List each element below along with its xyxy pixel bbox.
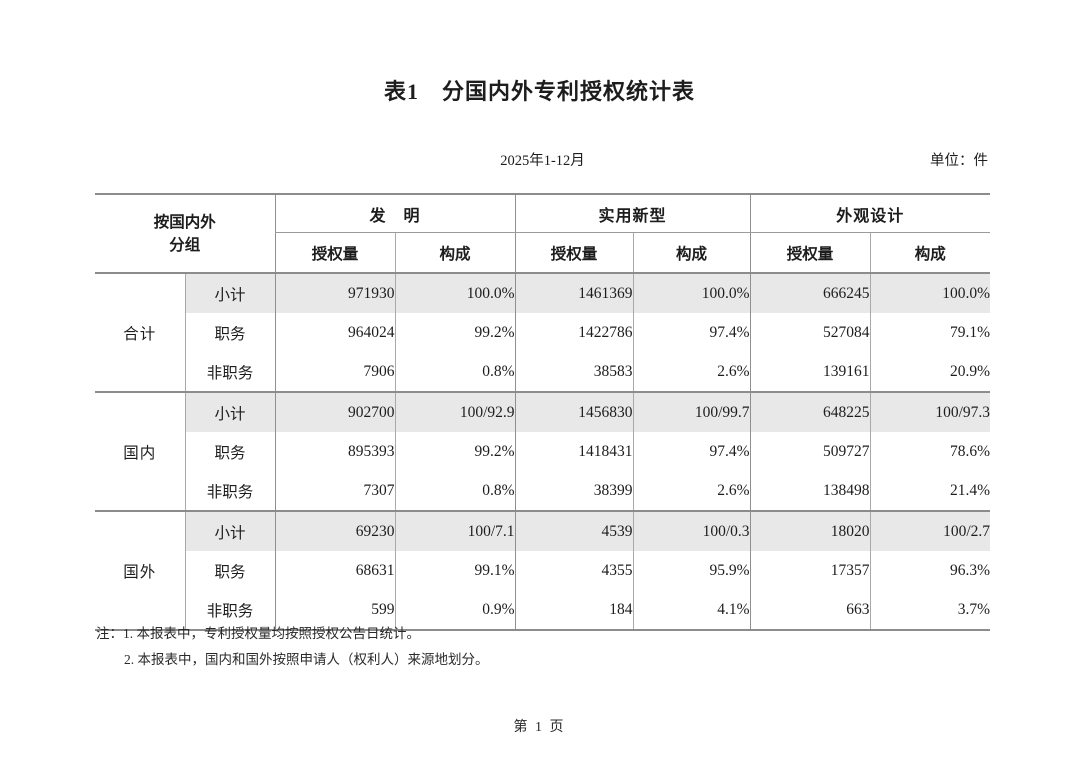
cell-value: 95.9%	[632, 551, 751, 590]
cell-value: 1456830	[514, 392, 634, 432]
group-label: 国内	[95, 392, 185, 512]
cell-value: 68631	[274, 551, 396, 590]
row-label: 非职务	[184, 352, 276, 393]
cell-value: 3.7%	[869, 590, 991, 631]
cell-value: 7307	[274, 471, 396, 512]
meta-row: 2025年1-12月 单位：件	[95, 149, 990, 171]
table-group-total: 合计 小计 971930 100.0% 1461369 100.0% 66624…	[95, 273, 991, 393]
cell-value: 4539	[514, 511, 634, 551]
patent-grant-table: 按国内外 分组 发 明 实用新型 外观设计 授权量 构成 授权量 构成 授权量 …	[95, 193, 991, 631]
table-row: 国内 小计 902700 100/92.9 1456830 100/99.7 6…	[95, 392, 991, 512]
cell-value: 100/92.9	[394, 392, 516, 432]
cell-value: 4.1%	[632, 590, 751, 631]
cell-value: 97.4%	[632, 432, 751, 471]
cell-value: 99.1%	[394, 551, 516, 590]
cell-value: 1422786	[514, 313, 634, 352]
cell-value: 599	[274, 590, 396, 631]
cell-value: 99.2%	[394, 432, 516, 471]
row-label: 小计	[184, 511, 276, 551]
cell-value: 0.8%	[394, 352, 516, 393]
cell-value: 100.0%	[869, 273, 991, 313]
page-number: 第 1 页	[513, 720, 566, 735]
cell-value: 7906	[274, 352, 396, 393]
footnote-1: 注：1. 本报表中，专利授权量均按照授权公告日统计。	[96, 626, 420, 641]
cell-value: 97.4%	[632, 313, 751, 352]
col-header-invention-share: 构成	[394, 232, 516, 274]
group-label: 合计	[95, 273, 185, 393]
cell-value: 0.8%	[394, 471, 516, 512]
cell-value: 648225	[749, 392, 871, 432]
table-row: 国外 小计 69230 100/7.1 4539 100/0.3 18020 1…	[95, 511, 991, 631]
table-row: 非职务 7906 0.8% 38583 2.6% 139161 20.9%	[95, 352, 991, 393]
col-header-design-share: 构成	[869, 232, 991, 274]
cell-value: 971930	[274, 273, 396, 313]
group-label: 国外	[95, 511, 185, 631]
cell-value: 38399	[514, 471, 634, 512]
cell-value: 666245	[749, 273, 871, 313]
cell-value: 184	[514, 590, 634, 631]
row-label: 职务	[184, 313, 276, 352]
table-row: 合计 小计 971930 100.0% 1461369 100.0% 66624…	[95, 273, 991, 393]
cell-value: 21.4%	[869, 471, 991, 512]
cell-value: 18020	[749, 511, 871, 551]
report-period: 2025年1-12月	[500, 153, 585, 169]
section-header-invention: 发 明	[274, 194, 516, 233]
cell-value: 100/7.1	[394, 511, 516, 551]
col-header-utility-grants: 授权量	[514, 232, 634, 274]
cell-value: 509727	[749, 432, 871, 471]
cell-value: 99.2%	[394, 313, 516, 352]
col-header-utility-share: 构成	[632, 232, 751, 274]
footnotes: 注：1. 本报表中，专利授权量均按照授权公告日统计。 2. 本报表中，国内和国外…	[96, 621, 489, 673]
section-header-utility-model: 实用新型	[514, 194, 751, 233]
cell-value: 0.9%	[394, 590, 516, 631]
table-row: 非职务 599 0.9% 184 4.1% 663 3.7%	[95, 590, 991, 631]
col-header-design-grants: 授权量	[749, 232, 871, 274]
table-row: 职务 68631 99.1% 4355 95.9% 17357 96.3%	[95, 551, 991, 590]
table-row: 非职务 7307 0.8% 38399 2.6% 138498 21.4%	[95, 471, 991, 512]
cell-value: 38583	[514, 352, 634, 393]
table-row: 职务 895393 99.2% 1418431 97.4% 509727 78.…	[95, 432, 991, 471]
cell-value: 527084	[749, 313, 871, 352]
cell-value: 1461369	[514, 273, 634, 313]
row-label: 非职务	[184, 590, 276, 631]
cell-value: 4355	[514, 551, 634, 590]
footnote-2: 2. 本报表中，国内和国外按照申请人（权利人）来源地划分。	[124, 652, 489, 667]
cell-value: 79.1%	[869, 313, 991, 352]
cell-value: 138498	[749, 471, 871, 512]
row-label: 非职务	[184, 471, 276, 512]
col-header-invention-grants: 授权量	[274, 232, 396, 274]
cell-value: 964024	[274, 313, 396, 352]
cell-value: 2.6%	[632, 352, 751, 393]
cell-value: 20.9%	[869, 352, 991, 393]
cell-value: 663	[749, 590, 871, 631]
unit-label: 单位：件	[930, 153, 988, 169]
table-row: 职务 964024 99.2% 1422786 97.4% 527084 79.…	[95, 313, 991, 352]
page-title: 表1 分国内外专利授权统计表	[383, 79, 695, 104]
cell-value: 139161	[749, 352, 871, 393]
row-label: 小计	[184, 273, 276, 313]
cell-value: 100/0.3	[632, 511, 751, 551]
cell-value: 78.6%	[869, 432, 991, 471]
cell-value: 100/99.7	[632, 392, 751, 432]
cell-value: 902700	[274, 392, 396, 432]
cell-value: 100.0%	[632, 273, 751, 313]
cell-value: 100/97.3	[869, 392, 991, 432]
row-label: 小计	[184, 392, 276, 432]
row-label: 职务	[184, 432, 276, 471]
row-label: 职务	[184, 551, 276, 590]
row-axis-header: 按国内外 分组	[95, 194, 276, 274]
section-header-design: 外观设计	[749, 194, 991, 233]
cell-value: 2.6%	[632, 471, 751, 512]
table-group-domestic: 国内 小计 902700 100/92.9 1456830 100/99.7 6…	[95, 392, 991, 512]
cell-value: 895393	[274, 432, 396, 471]
cell-value: 17357	[749, 551, 871, 590]
table-group-foreign: 国外 小计 69230 100/7.1 4539 100/0.3 18020 1…	[95, 511, 991, 631]
cell-value: 100.0%	[394, 273, 516, 313]
cell-value: 96.3%	[869, 551, 991, 590]
cell-value: 69230	[274, 511, 396, 551]
cell-value: 1418431	[514, 432, 634, 471]
cell-value: 100/2.7	[869, 511, 991, 551]
